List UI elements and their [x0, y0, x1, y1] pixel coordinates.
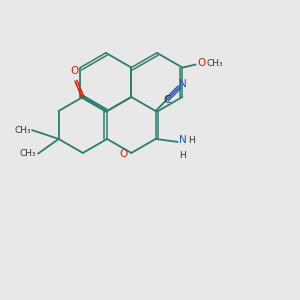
Text: CH₃: CH₃ — [207, 58, 224, 68]
Text: H: H — [188, 136, 195, 145]
Text: CH₃: CH₃ — [14, 126, 31, 135]
Text: N: N — [179, 135, 187, 146]
Text: O: O — [197, 58, 205, 68]
Text: O: O — [120, 149, 128, 159]
Text: CH₃: CH₃ — [20, 149, 37, 158]
Text: O: O — [70, 66, 79, 76]
Text: C: C — [163, 94, 171, 104]
Text: H: H — [179, 151, 186, 160]
Text: N: N — [178, 79, 186, 89]
